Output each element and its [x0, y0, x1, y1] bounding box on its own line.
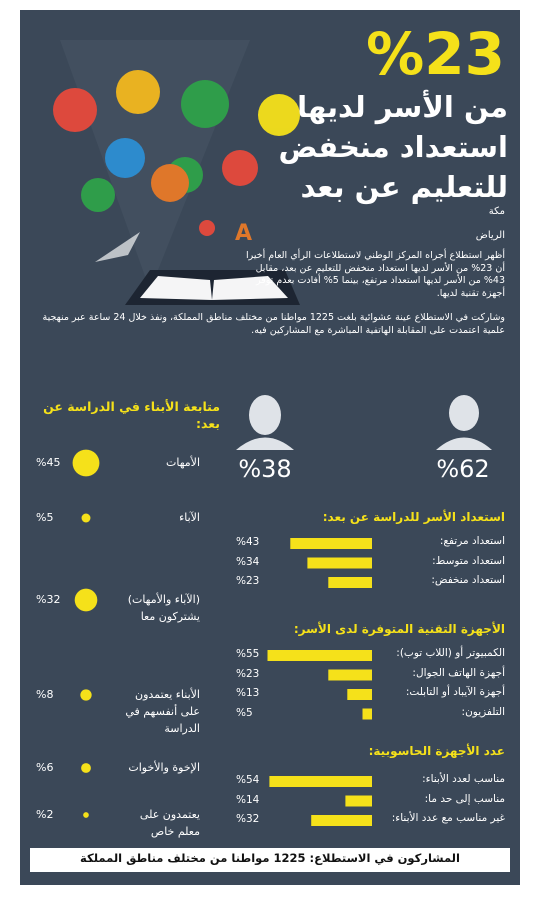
value-label: %45: [36, 456, 61, 469]
place: مكة: [488, 206, 505, 217]
bar: [347, 689, 372, 700]
icon: [199, 220, 215, 236]
chart-title: استعداد الأسر للدراسة عن بعد:: [322, 510, 505, 524]
bubble: [74, 588, 98, 612]
bubble: [81, 763, 91, 773]
title-line: استعداد منخفض: [278, 130, 508, 164]
head: [449, 395, 479, 431]
value-label: %14: [236, 793, 260, 806]
icon: A: [235, 221, 252, 246]
icon: [222, 150, 258, 186]
category-label: أجهزة الهاتف الجوال:: [412, 666, 505, 679]
category-label: استعداد متوسط:: [432, 554, 505, 567]
bar: [345, 795, 372, 807]
category-label: (الآباء والأمهات) يشتركون معا: [127, 593, 200, 623]
chart-title: عدد الأجهزة الحاسوبية:: [368, 744, 505, 758]
value-label: %5: [36, 511, 54, 524]
male-icon: [436, 395, 492, 450]
category-label: مناسب لعدد الأبناء:: [422, 773, 505, 785]
value-label: %5: [236, 706, 253, 719]
bar: [328, 669, 372, 681]
bar: [307, 557, 372, 569]
value-label: %6: [36, 761, 54, 774]
intro-paragraph: وشاركت في الاستطلاع عينة عشوائية بلغت 12…: [42, 312, 505, 336]
icon: [81, 178, 115, 212]
category-label: يعتمدون على معلم خاص: [139, 808, 200, 838]
bubble: [81, 513, 91, 523]
value-label: %54: [236, 774, 260, 786]
bar: [290, 538, 372, 549]
book-page: [140, 276, 212, 300]
chart-title: متابعة الأبناء في الدراسة عن بعد:: [43, 399, 220, 431]
bar: [267, 650, 372, 661]
category-label: الكمبيوتر أو (اللاب توب):: [396, 647, 505, 659]
category-label: استعداد منخفض:: [431, 574, 505, 586]
value-label: %13: [236, 687, 260, 699]
icon: [181, 80, 229, 128]
bar: [269, 776, 372, 787]
place: الرياض: [475, 230, 505, 241]
title-line: للتعليم عن بعد: [300, 170, 508, 204]
value-label: %55: [236, 648, 260, 660]
icon: [105, 138, 145, 178]
value-label: %23: [236, 575, 260, 587]
category-label: مناسب إلى حد ما:: [424, 792, 505, 805]
head: [249, 395, 281, 435]
icon: [53, 88, 97, 132]
value-label: %34: [236, 555, 260, 568]
category-label: التلفزيون:: [461, 705, 505, 718]
body: [236, 437, 294, 450]
book-page: [212, 276, 288, 300]
bar: [328, 577, 372, 588]
footer-box: [30, 848, 510, 872]
value-label: %32: [236, 813, 260, 825]
title-line: من الأسر لديها: [297, 90, 508, 124]
icon: [95, 232, 140, 262]
value-label: %43: [236, 536, 260, 548]
value-label: %8: [36, 688, 54, 701]
bubble: [83, 812, 89, 818]
value-label: %23: [236, 667, 260, 680]
intro-paragraph: أظهر استطلاع أجراه المركز الوطني لاستطلا…: [246, 250, 505, 299]
category-label: الإخوة والأخوات: [128, 761, 200, 774]
icon: [151, 164, 189, 202]
icon: [258, 94, 300, 136]
category-label: غير مناسب مع عدد الأبناء:: [391, 812, 505, 824]
percentage: %62: [436, 455, 490, 483]
value-label: %2: [36, 808, 54, 821]
body: [436, 437, 492, 450]
category-label: الآباء: [179, 511, 200, 524]
category-label: استعداد مرتفع:: [439, 535, 505, 547]
bar: [362, 708, 372, 720]
chart-title: الأجهزة التقنية المتوفرة لدى الأسر:: [293, 622, 505, 636]
headline: %23: [366, 20, 505, 88]
footer-text: المشاركون في الاستطلاع: 1225 مواطنا من م…: [80, 851, 460, 865]
icon: [116, 70, 160, 114]
female-icon: [236, 395, 294, 450]
category-label: أجهزة الآيباد أو التابلت:: [405, 686, 505, 698]
category-label: الأمهات: [166, 456, 200, 469]
category-label: الأبناء يعتمدون على أنفسهم في الدراسة: [125, 688, 200, 735]
bar: [311, 815, 372, 826]
value-label: %32: [36, 593, 61, 606]
bubble: [80, 689, 92, 701]
percentage: %38: [238, 455, 292, 483]
illustration: A: [53, 40, 300, 305]
bubble: [72, 449, 100, 477]
